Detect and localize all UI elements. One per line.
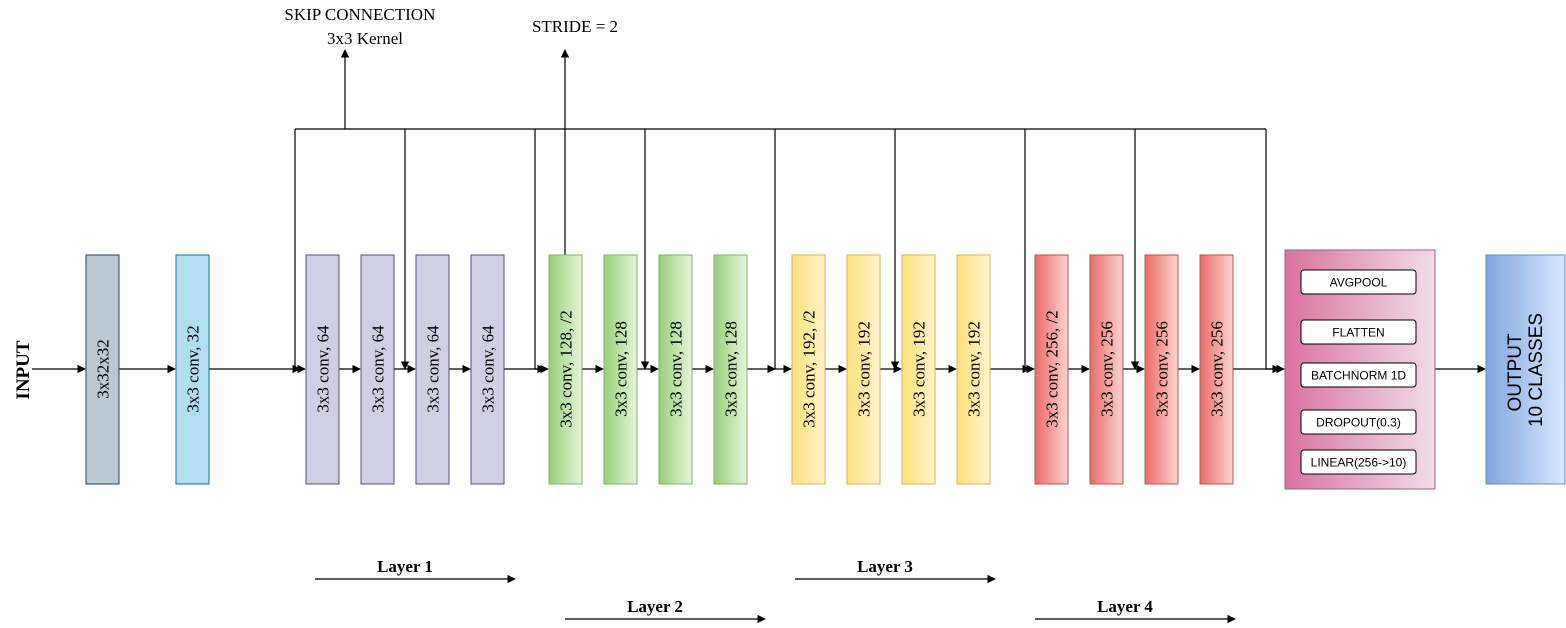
head-item-box [1300,362,1417,388]
block-rect [603,254,638,485]
head-item-label: DROPOUT(0.3) [1316,416,1401,430]
stride-annotation: STRIDE = 2 [532,17,618,36]
block-label: 3x3 conv, 256 [1098,321,1117,417]
block-layer1-4: 3x3 conv, 64 [360,254,395,485]
classifier-head: AVGPOOL FLATTEN BATCHNORM 1D DROPOUT(0.3) LI… [1284,249,1436,490]
block-stem-2: 3x3 conv, 32 [175,254,210,485]
head-item-label: BATCHNORM 1D [1311,369,1406,383]
block-layer2-9: 3x3 conv, 128 [658,254,693,485]
block-layer4-16: 3x3 conv, 256 [1089,254,1124,485]
block-rect [1089,254,1124,485]
block-rect [956,254,991,485]
block-rect [1034,254,1069,485]
block-rect [658,254,693,485]
skip-tap [1022,129,1031,374]
block-label: 3x3 conv, 64 [479,325,498,413]
skip-tap [292,129,301,374]
block-layer3-13: 3x3 conv, 192 [901,254,936,485]
block-label: 3x3 conv, 64 [314,325,333,413]
block-label: 3x3 conv, 128 [667,321,686,417]
skip-tap [534,129,546,374]
layer-1-label: Layer 1 [377,557,433,576]
block-label: 3x3 conv, 128, /2 [557,310,576,427]
head-item-label: LINEAR(256->10) [1311,456,1407,470]
block-label: 3x3 conv, 256 [1153,321,1172,417]
block-layer1-5: 3x3 conv, 64 [415,254,450,485]
head-item-box [1300,269,1417,295]
head-item-label: FLATTEN [1332,326,1384,340]
head-item-5: LINEAR(256->10) [1300,449,1417,475]
block-label: 3x3 conv, 192 [910,321,929,417]
block-label: 3x3 conv, 256, /2 [1043,310,1062,427]
block-rect [305,254,340,485]
block-rect [901,254,936,485]
block-layer4-17: 3x3 conv, 256 [1144,254,1179,485]
skip-connection-title: SKIP CONNECTION [284,5,435,24]
conv-blocks: 3x32x32 3x3 conv, 32 3x3 conv, 64 3x3 conv,… [85,254,1234,485]
block-label: 3x3 conv, 32 [184,325,203,412]
head-item-label: AVGPOOL [1330,276,1388,290]
block-rect [85,254,120,485]
block-layer3-12: 3x3 conv, 192 [846,254,881,485]
block-rect [360,254,395,485]
block-rect [1144,254,1179,485]
block-label: 3x3 conv, 64 [369,325,388,413]
skip-connection-kernel: 3x3 Kernel [327,29,403,48]
block-input-1: 3x32x32 [85,254,120,485]
block-label: 3x3 conv, 256 [1208,321,1227,417]
block-rect [713,254,748,485]
head-item-3: BATCHNORM 1D [1300,362,1417,388]
block-label: 3x3 conv, 192 [965,321,984,417]
block-label: 3x32x32 [94,339,113,399]
skip-connection-annotation: SKIP CONNECTION 3x3 Kernel [284,5,439,48]
block-rect [1199,254,1234,485]
head-item-2: FLATTEN [1300,319,1417,345]
layer-2-label: Layer 2 [627,597,683,616]
block-rect [175,254,210,485]
head-item-box [1300,409,1417,435]
block-rect [470,254,505,485]
head-item-box [1300,449,1417,475]
block-rect [415,254,450,485]
block-layer4-18: 3x3 conv, 256 [1199,254,1234,485]
head-item-1: AVGPOOL [1300,269,1417,295]
layer-labels: Layer 1 Layer 2 Layer 3 Layer 4 [315,557,1236,624]
block-layer4-15: 3x3 conv, 256, /2 [1034,254,1069,485]
block-label: 3x3 conv, 192 [855,321,874,417]
output-label-line1: OUTPUT [1505,333,1526,412]
head-item-4: DROPOUT(0.3) [1300,409,1417,435]
head-item-box [1300,319,1417,345]
block-layer1-6: 3x3 conv, 64 [470,254,505,485]
block-layer2-7: 3x3 conv, 128, /2 [548,254,583,485]
block-rect [548,254,583,485]
input-label: INPUT [13,340,34,399]
block-label: 3x3 conv, 128 [612,321,631,417]
block-label: 3x3 conv, 192, /2 [800,310,819,427]
output-block: OUTPUT 10 CLASSES [1485,254,1566,485]
output-label: OUTPUT 10 CLASSES [1505,313,1547,427]
block-layer3-14: 3x3 conv, 192 [956,254,991,485]
block-rect [846,254,881,485]
output-rect [1485,254,1566,485]
block-layer3-11: 3x3 conv, 192, /2 [791,254,826,485]
block-layer2-10: 3x3 conv, 128 [713,254,748,485]
block-rect [791,254,826,485]
block-layer2-8: 3x3 conv, 128 [603,254,638,485]
block-label: 3x3 conv, 128 [722,321,741,417]
output-label-line2: 10 CLASSES [1526,313,1547,427]
block-layer1-3: 3x3 conv, 64 [305,254,340,485]
layer-3-label: Layer 3 [857,557,913,576]
layer-4-label: Layer 4 [1097,597,1153,616]
block-label: 3x3 conv, 64 [424,325,443,413]
skip-tap [1265,129,1281,374]
